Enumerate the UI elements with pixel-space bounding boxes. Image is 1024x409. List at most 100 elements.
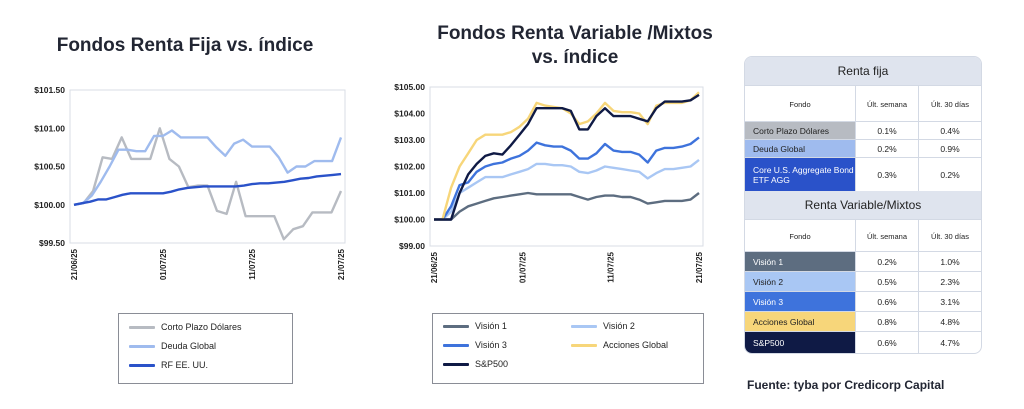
legend-swatch <box>443 363 469 367</box>
series-line-s-p500 <box>434 93 700 221</box>
month-return: 0.4% <box>918 122 981 140</box>
week-return: 0.2% <box>855 252 918 272</box>
y-tick-label: $99.00 <box>399 241 425 251</box>
week-return: 0.2% <box>855 140 918 158</box>
legend-label: Acciones Global <box>603 340 669 350</box>
x-tick-label: 11/07/25 <box>248 248 257 279</box>
header-ult-30-dias: Últ. 30 días <box>918 220 981 252</box>
legend-swatch <box>571 325 597 329</box>
month-return: 4.8% <box>918 312 981 332</box>
legend-label: Deuda Global <box>161 341 217 351</box>
month-return: 2.3% <box>918 272 981 292</box>
series-line-visi-n-2 <box>434 158 700 221</box>
legend-item: Visión 3 <box>443 340 507 350</box>
legend-swatch <box>129 345 155 349</box>
legend-swatch <box>129 364 155 368</box>
week-return: 0.1% <box>855 122 918 140</box>
fund-name: Visión 3 <box>745 292 855 312</box>
table-row: S&P500 0.6% 4.7% <box>745 331 981 353</box>
table-header-renta-fija: Fondo Últ. semana Últ. 30 días <box>745 85 981 122</box>
table-row: Deuda Global 0.2% 0.9% <box>745 139 981 158</box>
series-line-acciones-global <box>434 91 700 221</box>
fund-name: S&P500 <box>745 332 855 353</box>
month-return: 3.1% <box>918 292 981 312</box>
x-tick-label: 01/07/25 <box>518 251 527 283</box>
series-line-visi-n-3 <box>434 136 700 221</box>
legend-label: Visión 2 <box>603 321 635 331</box>
section-title-renta-fija: Renta fija <box>745 57 981 85</box>
x-tick-label: 01/07/25 <box>159 248 168 280</box>
legend-item: Visión 1 <box>443 321 507 331</box>
month-return: 4.7% <box>918 332 981 353</box>
fund-name: Corto Plazo Dólares <box>745 122 855 140</box>
y-tick-label: $101.00 <box>34 123 65 133</box>
week-return: 0.3% <box>855 158 918 192</box>
fund-name: Visión 1 <box>745 252 855 272</box>
legend-renta-fija: Corto Plazo Dólares Deuda Global RF EE. UU… <box>118 313 293 384</box>
table-row: Acciones Global 0.8% 4.8% <box>745 311 981 332</box>
legend-item: RF EE. UU. <box>129 360 208 370</box>
week-return: 0.6% <box>855 292 918 312</box>
month-return: 0.2% <box>918 158 981 192</box>
legend-label: S&P500 <box>475 359 509 369</box>
series-line-deuda-global <box>73 129 343 206</box>
y-tick-label: $100.00 <box>34 200 65 210</box>
x-tick-label: 21/07/25 <box>695 251 704 283</box>
source-note: Fuente: tyba por Credicorp Capital <box>747 378 945 392</box>
header-ult-semana: Últ. semana <box>855 86 918 122</box>
fund-name: Deuda Global <box>745 140 855 158</box>
legend-item: Corto Plazo Dólares <box>129 322 242 332</box>
x-tick-label: 21/07/25 <box>337 248 346 280</box>
y-tick-label: $99.50 <box>39 238 65 248</box>
fund-name: Acciones Global <box>745 312 855 332</box>
legend-swatch <box>571 344 597 348</box>
y-tick-label: $101.00 <box>394 188 425 198</box>
x-tick-label: 21/06/25 <box>430 251 439 283</box>
y-tick-label: $100.50 <box>34 162 65 172</box>
series-line-rf-ee-uu <box>73 172 342 206</box>
chart-title-renta-variable: Fondos Renta Variable /Mixtos vs. índice <box>437 23 713 68</box>
legend-swatch <box>129 326 155 330</box>
month-return: 1.0% <box>918 252 981 272</box>
legend-label: Visión 1 <box>475 321 507 331</box>
plot-frame <box>69 89 346 244</box>
y-tick-label: $104.00 <box>394 109 425 119</box>
fund-name: Visión 2 <box>745 272 855 292</box>
legend-label: RF EE. UU. <box>161 360 209 370</box>
chart-title-renta-fija: Fondos Renta Fija vs. índice <box>56 35 314 56</box>
week-return: 0.5% <box>855 272 918 292</box>
fund-name: Core U.S. Aggregate Bond ETF AGG <box>745 158 855 192</box>
x-tick-label: 21/06/25 <box>70 248 79 280</box>
header-fondo: Fondo <box>789 231 811 241</box>
table-row: Visión 1 0.2% 1.0% <box>745 251 981 272</box>
month-return: 0.9% <box>918 140 981 158</box>
legend-swatch <box>443 325 469 329</box>
legend-item: S&P500 <box>443 359 508 369</box>
y-tick-label: $100.00 <box>394 215 425 225</box>
series-line-visi-n-1 <box>434 191 700 221</box>
header-ult-30-dias: Últ. 30 días <box>918 86 981 122</box>
legend-label: Corto Plazo Dólares <box>161 322 242 332</box>
table-row: Visión 3 0.6% 3.1% <box>745 291 981 312</box>
legend-item: Acciones Global <box>571 340 668 350</box>
week-return: 0.8% <box>855 312 918 332</box>
header-fondo: Fondo <box>789 99 811 109</box>
legend-swatch <box>443 344 469 348</box>
y-tick-label: $105.00 <box>394 82 425 92</box>
legend-item: Deuda Global <box>129 341 216 351</box>
week-return: 0.6% <box>855 332 918 353</box>
section-title-renta-variable: Renta Variable/Mixtos <box>745 191 981 219</box>
table-row: Core U.S. Aggregate Bond ETF AGG 0.3% 0.2% <box>745 157 981 192</box>
header-ult-semana: Últ. semana <box>855 220 918 252</box>
y-tick-label: $101.50 <box>34 85 65 95</box>
table-header-renta-variable: Fondo Últ. semana Últ. 30 días <box>745 219 981 252</box>
table-row: Corto Plazo Dólares 0.1% 0.4% <box>745 121 981 140</box>
plot-frame <box>429 86 704 247</box>
table-row: Visión 2 0.5% 2.3% <box>745 271 981 292</box>
returns-table: Renta fija Fondo Últ. semana Últ. 30 día… <box>744 56 982 354</box>
y-tick-label: $103.00 <box>394 135 425 145</box>
y-tick-label: $102.00 <box>394 162 425 172</box>
x-tick-label: 11/07/25 <box>607 251 616 282</box>
legend-label: Visión 3 <box>475 340 507 350</box>
